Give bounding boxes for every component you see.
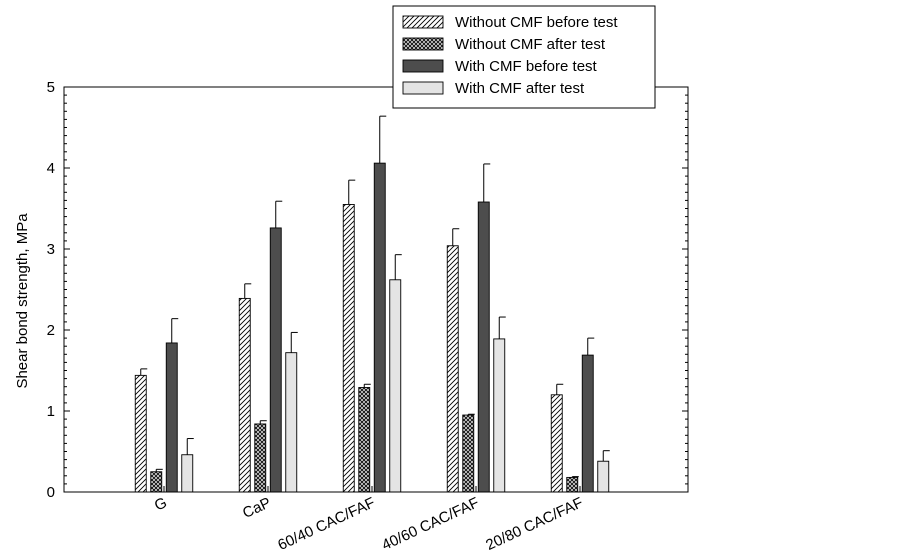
x-tick-label: 40/60 CAC/FAF <box>379 494 481 552</box>
bar-4-2 <box>285 352 298 493</box>
legend-swatch-4 <box>402 81 444 95</box>
y-tick-label: 5 <box>47 79 55 96</box>
bar-1-1 <box>134 374 147 493</box>
bar-4-4 <box>493 338 506 493</box>
bar-3-5 <box>581 354 594 493</box>
y-axis-label: Shear bond strength, MPa <box>14 213 31 389</box>
bar-3-3 <box>373 162 386 493</box>
y-tick-label: 3 <box>47 241 55 258</box>
legend-label-2: Without CMF after test <box>455 36 606 53</box>
y-tick-label: 0 <box>47 484 55 501</box>
bar-1-3 <box>342 203 355 493</box>
legend: Without CMF before test Without CMF after… <box>392 5 656 109</box>
legend-label-3: With CMF before test <box>455 58 598 75</box>
bar-1-2 <box>238 297 251 493</box>
bar-1-5 <box>550 394 563 493</box>
bar-4-5 <box>597 460 610 493</box>
bar-4-3 <box>389 279 402 493</box>
y-tick-label: 2 <box>47 322 55 339</box>
legend-swatch-1 <box>402 15 444 29</box>
bar-3-2 <box>269 227 282 493</box>
x-tick-label: 60/40 CAC/FAF <box>275 494 377 552</box>
bar-2-2 <box>254 423 267 493</box>
bar-1-4 <box>446 245 459 493</box>
legend-label-1: Without CMF before test <box>455 14 618 31</box>
bar-2-1 <box>150 471 163 493</box>
legend-swatch-2 <box>402 37 444 51</box>
plot-area <box>134 115 610 493</box>
bar-3-1 <box>165 342 178 493</box>
x-tick-label: CaP <box>240 494 274 522</box>
legend-swatch-3 <box>402 59 444 73</box>
bar-4-1 <box>181 454 194 493</box>
y-tick-label: 1 <box>47 403 55 420</box>
legend-label-4: With CMF after test <box>455 80 585 97</box>
x-tick-label: G <box>152 494 170 514</box>
bar-2-4 <box>462 414 475 493</box>
bar-3-4 <box>477 201 490 493</box>
bar-2-3 <box>358 387 371 493</box>
y-tick-label: 4 <box>47 160 55 177</box>
x-tick-label: 20/80 CAC/FAF <box>483 494 585 552</box>
bar-2-5 <box>566 476 579 493</box>
